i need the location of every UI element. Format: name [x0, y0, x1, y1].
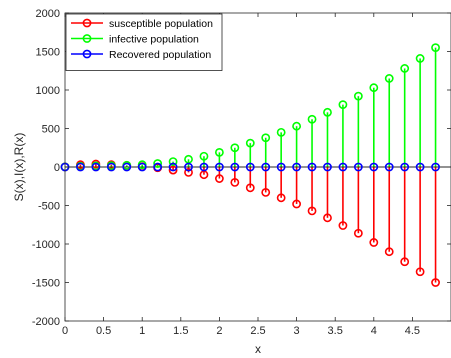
stem-marker	[415, 54, 425, 63]
stem-marker	[338, 162, 348, 172]
stem-marker	[91, 162, 101, 172]
stem-marker	[184, 167, 193, 177]
x-tick-label: 4.5	[405, 325, 420, 337]
y-axis: -2000 -1500 -1000 -500 0 500 1000 1500 2000	[32, 8, 451, 328]
stem-marker	[307, 162, 317, 172]
x-tick-label: 4	[371, 325, 377, 337]
stem-marker	[353, 228, 363, 238]
stem-marker	[323, 107, 332, 117]
stem-marker	[214, 174, 224, 183]
legend-label: infective population	[109, 34, 199, 46]
y-tick-label: 1500	[36, 47, 60, 59]
x-tick-label: 2.5	[250, 325, 265, 337]
stem-marker	[431, 278, 440, 287]
stem-marker	[276, 162, 286, 172]
y-tick-label: -500	[38, 201, 60, 213]
x-tick-label: 2	[216, 325, 222, 337]
stem-marker	[261, 188, 271, 197]
x-tick-label: 3.5	[328, 325, 343, 337]
stem-marker	[307, 206, 317, 216]
stem-marker	[415, 267, 425, 277]
stem-marker	[353, 91, 363, 101]
stem-marker	[214, 147, 224, 157]
x-tick-label: 3	[294, 325, 300, 337]
stem-marker	[168, 165, 178, 175]
stem-marker	[230, 177, 240, 187]
stem-marker	[199, 151, 209, 161]
stem-marker	[415, 162, 425, 172]
stem-marker	[323, 162, 332, 172]
x-tick-label: 0.5	[96, 325, 111, 337]
stem-marker	[214, 162, 224, 172]
stem-marker	[400, 64, 410, 73]
stem-marker	[353, 162, 363, 172]
stem-marker	[137, 162, 147, 172]
stem-marker	[431, 162, 440, 172]
stem-marker	[276, 193, 286, 203]
stem-marker	[307, 114, 317, 124]
stem-marker	[153, 159, 163, 168]
stem-marker	[76, 162, 85, 172]
stem-markers	[60, 43, 440, 287]
stem-marker	[292, 121, 301, 131]
y-axis-title: S(x),I(x),R(x)	[12, 133, 26, 202]
stem-marker	[338, 100, 348, 110]
y-tick-label: -1500	[32, 278, 60, 290]
legend-marker	[82, 34, 92, 43]
y-tick-label: 2000	[36, 8, 60, 20]
legend-label: Recovered population	[109, 49, 211, 61]
stem-marker	[230, 143, 240, 153]
stem-marker	[292, 199, 301, 209]
stem-marker	[276, 127, 286, 137]
x-tick-label: 1	[139, 325, 145, 337]
stem-marker	[338, 221, 348, 230]
stem-marker	[122, 162, 132, 172]
stem-marker	[184, 162, 193, 172]
stem-marker	[168, 162, 178, 172]
y-tick-label: 1000	[36, 85, 60, 97]
stem-marker	[384, 74, 394, 83]
x-tick-label: 1.5	[173, 325, 188, 337]
stem-marker	[384, 247, 394, 257]
stem-lines	[64, 47, 437, 283]
stem-marker	[245, 183, 255, 193]
stem-marker	[369, 162, 379, 172]
stem-marker	[292, 162, 301, 172]
stem-marker	[199, 162, 209, 172]
y-tick-label: -1000	[32, 239, 60, 251]
stem-marker	[400, 257, 410, 267]
x-tick-label: 0	[62, 325, 68, 337]
stem-marker	[106, 162, 116, 172]
stem-marker	[230, 162, 240, 172]
stem-marker	[369, 238, 379, 247]
stem-marker	[369, 83, 379, 93]
x-axis-title: x	[255, 342, 261, 356]
stem-marker	[153, 162, 163, 172]
y-tick-label: 0	[54, 162, 60, 174]
stem-marker	[384, 162, 394, 172]
legend-marker	[82, 49, 92, 59]
stem-marker	[323, 213, 332, 223]
legend-label: susceptible population	[109, 18, 213, 30]
legend-marker	[82, 18, 92, 28]
stem-marker	[245, 162, 255, 172]
stem-marker	[431, 43, 440, 53]
stem-marker	[400, 162, 410, 172]
stem-marker	[245, 138, 255, 148]
y-tick-label: -2000	[32, 316, 60, 328]
y-tick-label: 500	[42, 124, 60, 136]
x-axis: 0 0.5 1 1.5 2 2.5 3 3.5 4 4.5	[62, 13, 420, 337]
stem-marker	[168, 157, 178, 167]
stem-marker	[261, 162, 271, 172]
stem-marker	[261, 133, 271, 143]
legend: susceptible population infective populat…	[65, 13, 223, 71]
